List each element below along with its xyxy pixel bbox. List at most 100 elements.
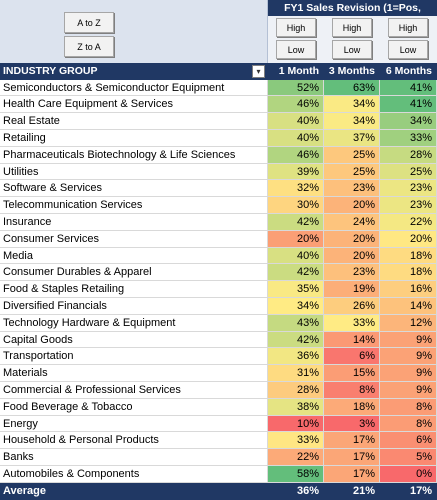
row-label: Transportation (0, 348, 268, 366)
row-label: Retailing (0, 130, 268, 147)
sort-button[interactable]: Z to A (64, 36, 114, 57)
row-label: Consumer Services (0, 230, 268, 248)
value-cell: 23% (380, 180, 437, 198)
row-label: Household & Personal Products (0, 432, 268, 450)
row-label: Insurance (0, 214, 268, 231)
value-cell: 17% (324, 449, 380, 466)
value-cell: 8% (380, 398, 437, 416)
value-cell: 23% (324, 180, 380, 198)
value-cell: 26% (324, 298, 380, 315)
value-cell: 46% (268, 96, 324, 114)
value-cell: 5% (380, 449, 437, 466)
row-label: Software & Services (0, 180, 268, 198)
value-cell: 16% (380, 281, 437, 298)
value-cell: 33% (380, 130, 437, 147)
value-cell: 40% (268, 130, 324, 147)
value-cell: 30% (268, 197, 324, 214)
value-cell: 8% (324, 382, 380, 399)
value-cell: 33% (268, 432, 324, 450)
value-cell: 46% (268, 146, 324, 164)
sort-button[interactable]: A to Z (64, 12, 114, 33)
value-cell: 63% (324, 79, 380, 97)
value-cell: 32% (268, 180, 324, 198)
row-label: Commercial & Professional Services (0, 382, 268, 399)
value-cell: 3% (324, 415, 380, 433)
row-label: Materials (0, 365, 268, 382)
row-label: Utilities (0, 163, 268, 181)
filter-button[interactable]: ▾ (252, 65, 265, 78)
footer-cell: 21% (324, 482, 380, 500)
footer-cell: 36% (268, 482, 324, 500)
row-label: Food Beverage & Tobacco (0, 398, 268, 416)
value-cell: 10% (268, 415, 324, 433)
value-cell: 6% (380, 432, 437, 450)
value-cell: 34% (268, 298, 324, 315)
value-cell: 17% (324, 432, 380, 450)
column-header: INDUSTRY GROUP (0, 63, 268, 80)
value-cell: 12% (380, 314, 437, 332)
value-cell: 31% (268, 365, 324, 382)
value-cell: 28% (380, 146, 437, 164)
value-cell: 40% (268, 113, 324, 130)
value-cell: 23% (380, 197, 437, 214)
value-cell: 35% (268, 281, 324, 298)
column-header: 1 Month (268, 63, 324, 80)
value-cell: 39% (268, 163, 324, 181)
row-label: Telecommunication Services (0, 197, 268, 214)
value-cell: 25% (324, 146, 380, 164)
value-cell: 20% (324, 197, 380, 214)
footer-cell: 17% (380, 482, 437, 500)
value-cell: 28% (268, 382, 324, 399)
value-cell: 14% (380, 298, 437, 315)
row-label: Energy (0, 415, 268, 433)
row-label: Real Estate (0, 113, 268, 130)
value-cell: 24% (324, 214, 380, 231)
value-cell: 37% (324, 130, 380, 147)
value-cell: 9% (380, 348, 437, 366)
row-label: Automobiles & Components (0, 466, 268, 483)
value-cell: 36% (268, 348, 324, 366)
value-cell: 38% (268, 398, 324, 416)
value-cell: 20% (324, 230, 380, 248)
value-cell: 14% (324, 331, 380, 349)
value-cell: 18% (324, 398, 380, 416)
row-label: Semiconductors & Semiconductor Equipment (0, 79, 268, 97)
value-cell: 25% (324, 163, 380, 181)
value-cell: 0% (380, 466, 437, 483)
value-cell: 17% (324, 466, 380, 483)
value-cell: 23% (324, 264, 380, 282)
footer-cell: Average (0, 482, 268, 500)
value-cell: 52% (268, 79, 324, 97)
value-cell: 6% (324, 348, 380, 366)
column-header: 6 Months (380, 63, 437, 80)
value-cell: 40% (268, 247, 324, 265)
value-cell: 8% (380, 415, 437, 433)
value-cell: 18% (380, 247, 437, 265)
value-cell: 42% (268, 214, 324, 231)
row-label: Food & Staples Retailing (0, 281, 268, 298)
value-cell: 20% (324, 247, 380, 265)
value-cell: 34% (380, 113, 437, 130)
row-label: Technology Hardware & Equipment (0, 314, 268, 332)
column-sort-button[interactable]: Low (388, 40, 428, 59)
value-cell: 9% (380, 365, 437, 382)
sort-panel (0, 0, 268, 63)
value-cell: 25% (380, 163, 437, 181)
header-title: FY1 Sales Revision (1=Pos, 0=Neg) (268, 0, 437, 30)
column-sort-button[interactable]: High (276, 18, 316, 37)
value-cell: 20% (268, 230, 324, 248)
value-cell: 9% (380, 382, 437, 399)
column-header: 3 Months (324, 63, 380, 80)
value-cell: 41% (380, 96, 437, 114)
row-label: Media (0, 247, 268, 265)
row-label: Capital Goods (0, 331, 268, 349)
column-sort-button[interactable]: Low (332, 40, 372, 59)
value-cell: 58% (268, 466, 324, 483)
column-sort-button[interactable]: High (388, 18, 428, 37)
value-cell: 41% (380, 79, 437, 97)
column-sort-button[interactable]: High (332, 18, 372, 37)
value-cell: 43% (268, 314, 324, 332)
column-sort-button[interactable]: Low (276, 40, 316, 59)
value-cell: 15% (324, 365, 380, 382)
